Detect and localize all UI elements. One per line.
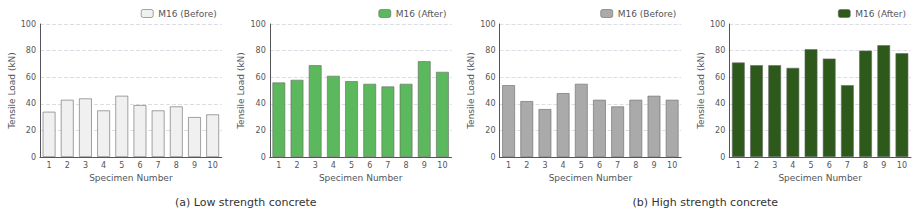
svg-text:2: 2 xyxy=(524,161,529,170)
svg-text:8: 8 xyxy=(174,161,179,170)
svg-text:100: 100 xyxy=(710,20,725,29)
svg-text:2: 2 xyxy=(65,161,70,170)
svg-text:0: 0 xyxy=(720,153,725,162)
svg-text:9: 9 xyxy=(422,161,427,170)
svg-text:M16 (Before): M16 (Before) xyxy=(158,9,217,19)
svg-text:40: 40 xyxy=(26,99,36,108)
svg-text:60: 60 xyxy=(715,73,725,82)
svg-text:6: 6 xyxy=(597,161,602,170)
svg-text:0: 0 xyxy=(490,153,495,162)
svg-text:Tensile Load (kN): Tensile Load (kN) xyxy=(7,52,17,130)
svg-text:80: 80 xyxy=(256,46,266,55)
svg-text:20: 20 xyxy=(256,126,266,135)
svg-text:5: 5 xyxy=(119,161,124,170)
svg-text:60: 60 xyxy=(26,73,36,82)
svg-text:9: 9 xyxy=(651,161,656,170)
svg-text:100: 100 xyxy=(480,20,495,29)
svg-text:0: 0 xyxy=(31,153,36,162)
svg-text:20: 20 xyxy=(485,126,495,135)
svg-text:(b) High strength concrete: (b) High strength concrete xyxy=(632,196,778,209)
svg-text:M16 (After): M16 (After) xyxy=(855,9,906,19)
svg-text:100: 100 xyxy=(21,20,36,29)
svg-text:3: 3 xyxy=(542,161,547,170)
svg-text:4: 4 xyxy=(790,161,795,170)
svg-text:9: 9 xyxy=(192,161,197,170)
svg-text:7: 7 xyxy=(385,161,390,170)
svg-text:1: 1 xyxy=(276,161,281,170)
svg-text:40: 40 xyxy=(715,99,725,108)
svg-text:9: 9 xyxy=(881,161,886,170)
svg-text:10: 10 xyxy=(437,161,447,170)
svg-text:1: 1 xyxy=(506,161,511,170)
svg-text:6: 6 xyxy=(827,161,832,170)
svg-text:M16 (Before): M16 (Before) xyxy=(618,9,677,19)
svg-text:80: 80 xyxy=(715,46,725,55)
svg-text:6: 6 xyxy=(137,161,142,170)
svg-text:3: 3 xyxy=(83,161,88,170)
svg-text:2: 2 xyxy=(754,161,759,170)
svg-text:4: 4 xyxy=(101,161,106,170)
svg-text:20: 20 xyxy=(26,126,36,135)
svg-text:Specimen Number: Specimen Number xyxy=(549,173,633,183)
svg-text:1: 1 xyxy=(736,161,741,170)
svg-text:80: 80 xyxy=(485,46,495,55)
svg-text:60: 60 xyxy=(485,73,495,82)
svg-text:8: 8 xyxy=(863,161,868,170)
svg-text:0: 0 xyxy=(261,153,266,162)
svg-text:7: 7 xyxy=(156,161,161,170)
svg-text:Specimen Number: Specimen Number xyxy=(319,173,403,183)
svg-text:Tensile Load (kN): Tensile Load (kN) xyxy=(236,52,246,130)
svg-text:Tensile Load (kN): Tensile Load (kN) xyxy=(466,52,476,130)
svg-text:4: 4 xyxy=(331,161,336,170)
svg-text:3: 3 xyxy=(772,161,777,170)
svg-text:5: 5 xyxy=(579,161,584,170)
svg-text:4: 4 xyxy=(561,161,566,170)
svg-text:80: 80 xyxy=(26,46,36,55)
svg-text:8: 8 xyxy=(633,161,638,170)
svg-text:100: 100 xyxy=(250,20,265,29)
svg-text:10: 10 xyxy=(208,161,218,170)
svg-text:1: 1 xyxy=(47,161,52,170)
svg-text:Tensile Load (kN): Tensile Load (kN) xyxy=(696,52,706,130)
svg-text:2: 2 xyxy=(294,161,299,170)
svg-text:6: 6 xyxy=(367,161,372,170)
svg-text:(a) Low strength concrete: (a) Low strength concrete xyxy=(175,196,317,209)
svg-text:3: 3 xyxy=(313,161,318,170)
svg-text:7: 7 xyxy=(615,161,620,170)
svg-text:5: 5 xyxy=(808,161,813,170)
svg-text:40: 40 xyxy=(256,99,266,108)
svg-text:Specimen Number: Specimen Number xyxy=(89,173,173,183)
svg-text:8: 8 xyxy=(404,161,409,170)
svg-text:60: 60 xyxy=(256,73,266,82)
svg-text:5: 5 xyxy=(349,161,354,170)
svg-text:Specimen Number: Specimen Number xyxy=(778,173,862,183)
svg-text:40: 40 xyxy=(485,99,495,108)
svg-text:20: 20 xyxy=(715,126,725,135)
svg-text:7: 7 xyxy=(845,161,850,170)
svg-text:10: 10 xyxy=(667,161,677,170)
svg-text:M16 (After): M16 (After) xyxy=(396,9,447,19)
svg-text:10: 10 xyxy=(897,161,907,170)
